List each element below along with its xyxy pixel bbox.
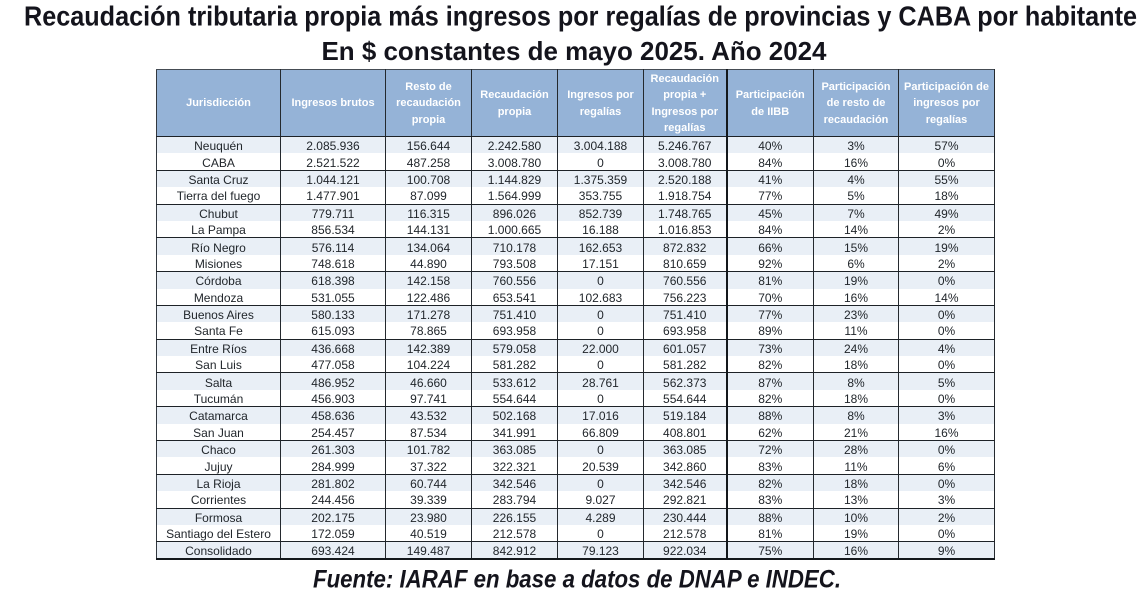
svg-text:Fuente: IARAF en base a datos: Fuente: IARAF en base a datos de DNAP e … xyxy=(313,565,841,593)
svg-text:En $ constantes de mayo 2025.: En $ constantes de mayo 2025. Año 2024 xyxy=(322,36,828,66)
svg-text:Recaudación tributaria propia: Recaudación tributaria propia más ingres… xyxy=(24,1,1137,32)
